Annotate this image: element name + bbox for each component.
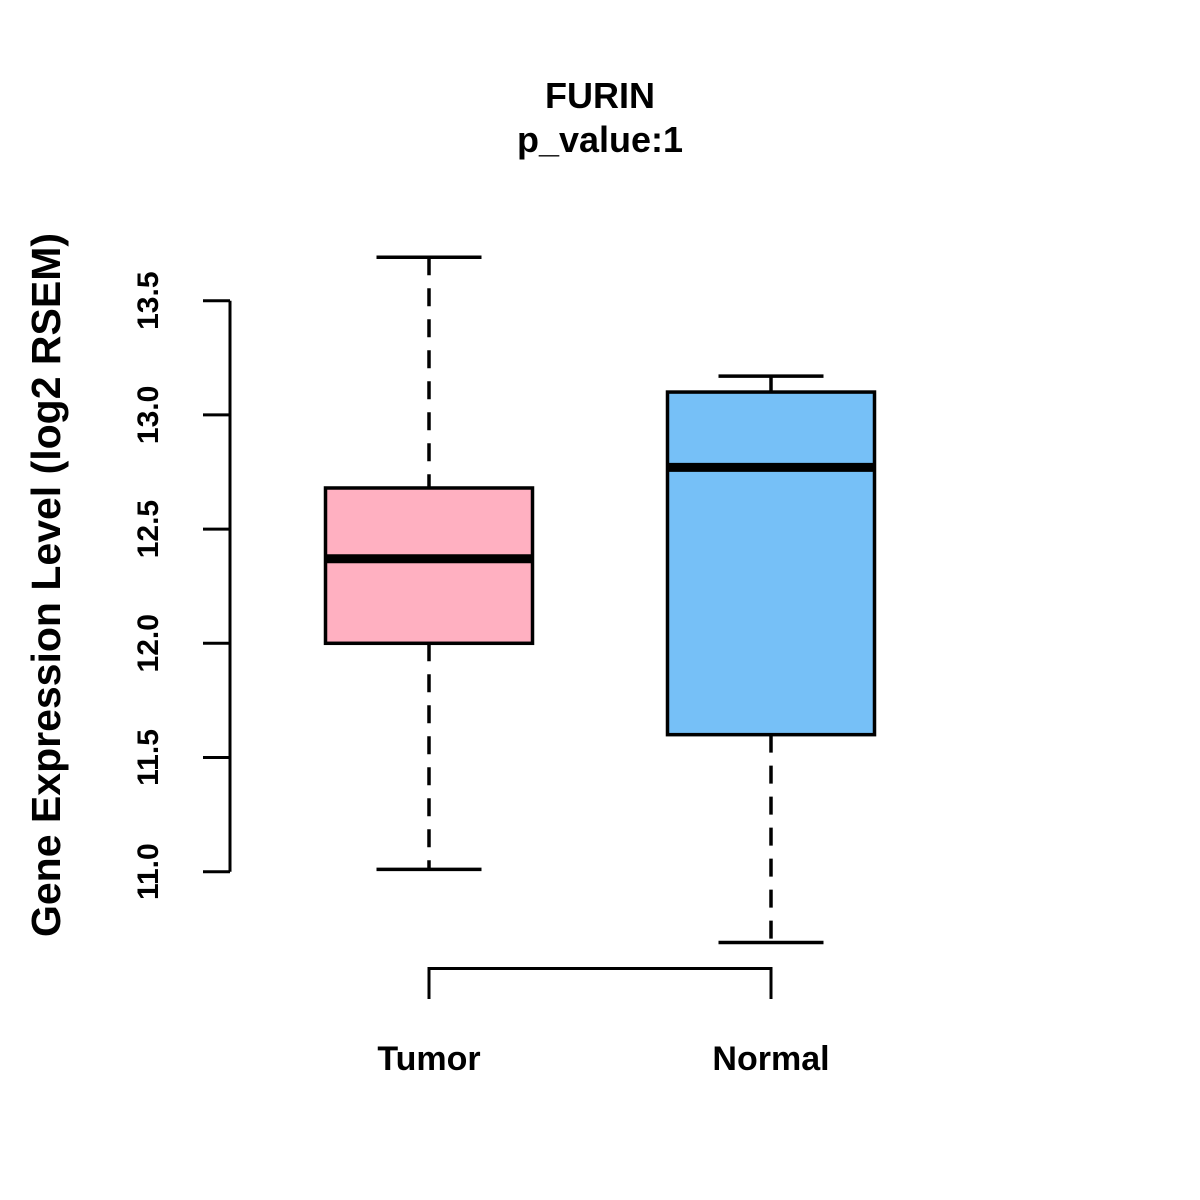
y-axis: 11.0 11.5 12.0 12.5 13.0 13.5 [132, 272, 232, 900]
normal-box [665, 390, 877, 737]
x-axis-bracket [427, 967, 773, 999]
y-axis-tick-label: 12.5 [132, 500, 165, 558]
y-axis-tick-label: 12.0 [132, 614, 165, 672]
group-label-normal: Normal [712, 1040, 829, 1078]
y-axis-tick-label: 11.0 [132, 843, 165, 900]
x-axis: Tumor Normal [377, 967, 830, 1078]
chart-title: FURIN [545, 75, 655, 116]
chart-subtitle: p_value:1 [517, 119, 683, 160]
boxes-layer [323, 255, 877, 945]
tumor-box [323, 486, 535, 646]
group-label-tumor: Tumor [377, 1040, 480, 1078]
y-axis-tick-label: 11.5 [132, 729, 165, 786]
y-axis-title: Gene Expression Level (log2 RSEM) [23, 233, 69, 937]
y-axis-tick-label: 13.0 [132, 386, 165, 444]
y-axis-tick-label: 13.5 [132, 272, 165, 330]
